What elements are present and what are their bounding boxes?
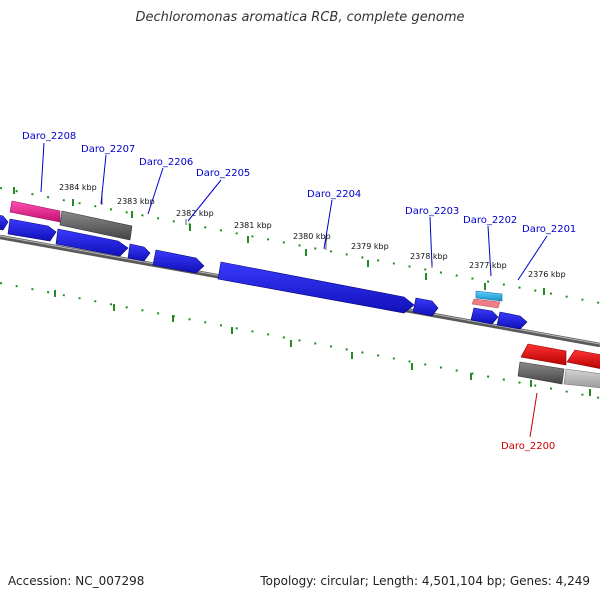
gene-label[interactable]: Daro_2204 — [307, 189, 361, 200]
gene-a[interactable] — [7, 218, 57, 242]
gene-b[interactable] — [55, 228, 129, 257]
gene-d[interactable] — [152, 249, 205, 274]
gene-callout — [40, 142, 45, 193]
accession-label: Accession: NC_007298 — [8, 574, 145, 588]
gene-label[interactable]: Daro_2203 — [405, 206, 459, 217]
gene-callout — [429, 216, 433, 267]
gene-daro-2204[interactable] — [217, 261, 415, 314]
gene-callout — [487, 225, 492, 277]
gene-c[interactable] — [127, 243, 151, 262]
gene-daro-2207[interactable] — [59, 210, 133, 241]
gene-daro-2200[interactable] — [520, 343, 567, 366]
scale-label: 2382 kbp — [176, 209, 214, 218]
scale-label: 2377 kbp — [469, 261, 507, 270]
gene-e[interactable] — [470, 307, 499, 325]
map-title: Dechloromonas aromatica RCB, complete ge… — [135, 10, 465, 25]
upper-tick-track — [0, 187, 600, 304]
gene-label[interactable]: Daro_2207 — [81, 144, 135, 155]
gene-label[interactable]: Daro_2205 — [196, 168, 250, 179]
gene-callout — [517, 235, 548, 281]
gene-daro-2208[interactable] — [9, 200, 61, 223]
lower-tick-track — [0, 282, 600, 399]
gene-f[interactable] — [496, 311, 528, 330]
gene-label[interactable]: Daro_2202 — [463, 215, 517, 226]
scale-label: 2378 kbp — [410, 252, 448, 261]
scale-label: 2379 kbp — [351, 242, 389, 251]
gene-label[interactable]: Daro_2200 — [501, 441, 555, 452]
gene-label[interactable]: Daro_2206 — [139, 157, 193, 168]
lower-major-ticks — [54, 290, 591, 396]
scale-label: 2381 kbp — [234, 221, 272, 230]
gene-daro-2201-rna[interactable] — [475, 290, 503, 302]
scale-label: 2376 kbp — [528, 270, 566, 279]
gene-callout — [147, 167, 164, 215]
gene-callout — [100, 154, 107, 205]
genome-stats: Topology: circular; Length: 4,501,104 bp… — [260, 574, 590, 588]
gene-daro-2203[interactable] — [412, 297, 439, 317]
gene-gray-lower[interactable] — [517, 361, 565, 385]
scale-label: 2384 kbp — [59, 183, 97, 192]
scale-label: 2383 kbp — [117, 197, 155, 206]
gene-leftmost[interactable] — [0, 215, 9, 231]
gene-callout — [187, 179, 222, 222]
gene-callout — [323, 199, 333, 250]
gene-red-right[interactable] — [566, 349, 600, 369]
gene-label[interactable]: Daro_2201 — [522, 224, 576, 235]
gene-lightgray-lower[interactable] — [563, 368, 600, 389]
scale-label: 2380 kbp — [293, 232, 331, 241]
upper-major-ticks — [13, 187, 545, 295]
gene-daro-2201-rna-b[interactable] — [471, 298, 501, 309]
gene-callout-red — [529, 392, 538, 438]
gene-label[interactable]: Daro_2208 — [22, 131, 76, 142]
